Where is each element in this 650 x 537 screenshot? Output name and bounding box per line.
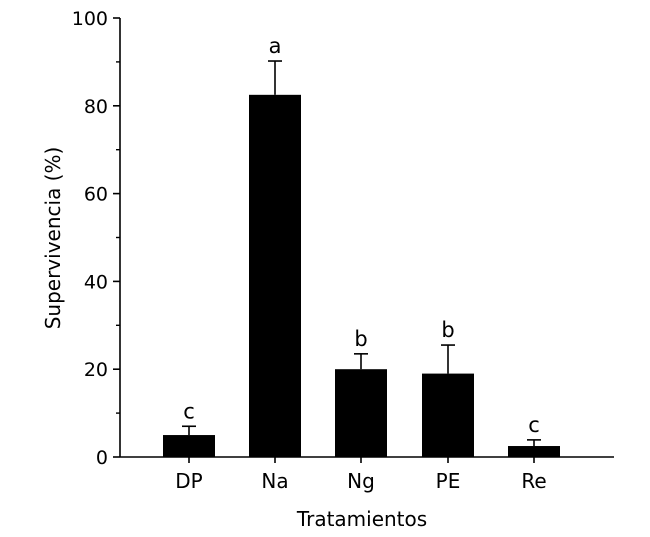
x-axis-label: Tratamientos: [296, 507, 427, 531]
x-axis-tick-labels: DP Na Ng PE Re: [175, 457, 547, 493]
x-tick-label-na: Na: [261, 469, 288, 493]
x-tick-label-re: Re: [521, 469, 546, 493]
significance-label-ng: b: [354, 327, 367, 351]
significance-label-na: a: [269, 34, 282, 58]
y-tick-label: 100: [72, 8, 108, 30]
y-tick-label: 0: [96, 447, 108, 469]
significance-label-pe: b: [441, 318, 454, 342]
y-tick-label: 40: [84, 271, 108, 293]
bar-na: [249, 94, 301, 457]
significance-label-dp: c: [183, 399, 195, 423]
bar-re: [508, 446, 560, 457]
x-tick-label-dp: DP: [175, 469, 202, 493]
y-axis-ticks: 0 20 40 60 80 100: [72, 8, 120, 469]
y-tick-label: 60: [84, 184, 108, 206]
x-tick-label-pe: PE: [436, 469, 461, 493]
bar-pe: [422, 373, 474, 457]
y-tick-label: 20: [84, 359, 108, 381]
bars: [163, 94, 560, 457]
bar-dp: [163, 435, 215, 457]
bar-ng: [335, 369, 387, 457]
significance-labels: c a b b c: [183, 34, 540, 437]
y-tick-label: 80: [84, 96, 108, 118]
x-tick-label-ng: Ng: [347, 469, 375, 493]
y-axis-label: Supervivencia (%): [41, 147, 65, 330]
significance-label-re: c: [528, 413, 540, 437]
error-bars: [182, 60, 541, 447]
